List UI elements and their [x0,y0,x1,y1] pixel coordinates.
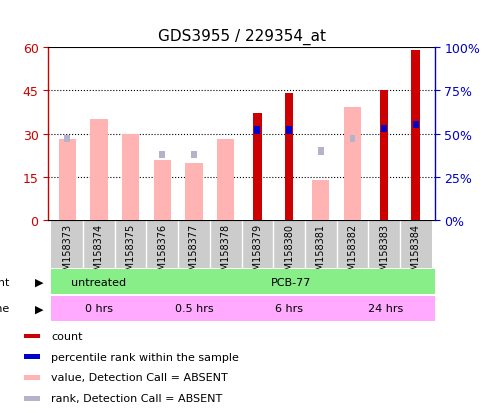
Bar [52,297,146,321]
Bar [242,221,273,268]
Text: agent: agent [0,277,10,287]
Text: GSM158373: GSM158373 [62,223,72,282]
Text: GSM158382: GSM158382 [347,223,357,282]
Bar [337,297,435,321]
Bar [83,221,115,268]
Bar [24,334,40,339]
Text: 6 hrs: 6 hrs [275,304,303,314]
Bar [24,354,40,359]
Text: GSM158374: GSM158374 [94,223,104,282]
Bar [146,221,178,268]
Text: GSM158381: GSM158381 [316,223,326,282]
Text: 24 hrs: 24 hrs [368,304,403,314]
Text: GSM158379: GSM158379 [252,223,262,282]
Bar [154,160,171,221]
Bar [90,120,108,221]
Bar [159,152,165,159]
Bar [253,114,262,221]
Bar [185,163,203,221]
Bar [146,297,242,321]
Text: GSM158377: GSM158377 [189,223,199,282]
Bar [255,127,260,134]
Title: GDS3955 / 229354_at: GDS3955 / 229354_at [157,28,326,45]
Bar [312,180,329,221]
Text: rank, Detection Call = ABSENT: rank, Detection Call = ABSENT [51,393,223,403]
Bar [146,270,435,294]
Bar [217,140,234,221]
Bar [343,108,361,221]
Bar [52,221,83,268]
Text: untreated: untreated [71,277,127,287]
Bar [380,91,388,221]
Text: time: time [0,304,10,314]
Bar [381,126,387,133]
Text: PCB-77: PCB-77 [270,277,311,287]
Text: count: count [51,331,83,341]
Bar [210,221,242,268]
Text: 0 hrs: 0 hrs [85,304,113,314]
Bar [411,50,420,221]
Text: ▶: ▶ [35,277,43,287]
Bar [24,375,40,380]
Bar [115,221,146,268]
Text: GSM158380: GSM158380 [284,223,294,282]
Bar [58,140,76,221]
Bar [286,127,292,134]
Bar [350,136,355,143]
Bar [273,221,305,268]
Bar [400,221,431,268]
Text: GSM158375: GSM158375 [126,223,136,282]
Bar [305,221,337,268]
Text: percentile rank within the sample: percentile rank within the sample [51,352,239,362]
Text: 0.5 hrs: 0.5 hrs [175,304,213,314]
Text: GSM158384: GSM158384 [411,223,421,282]
Bar [64,136,70,143]
Bar [413,122,419,129]
Bar [242,297,337,321]
Bar [178,221,210,268]
Text: ▶: ▶ [35,304,43,314]
Text: GSM158378: GSM158378 [221,223,231,282]
Bar [368,221,400,268]
Bar [284,94,294,221]
Bar [337,221,368,268]
Bar [122,134,140,221]
Text: value, Detection Call = ABSENT: value, Detection Call = ABSENT [51,373,228,382]
Bar [52,270,146,294]
Text: GSM158376: GSM158376 [157,223,167,282]
Text: GSM158383: GSM158383 [379,223,389,282]
Bar [24,396,40,401]
Bar [191,152,197,159]
Bar [318,148,324,155]
